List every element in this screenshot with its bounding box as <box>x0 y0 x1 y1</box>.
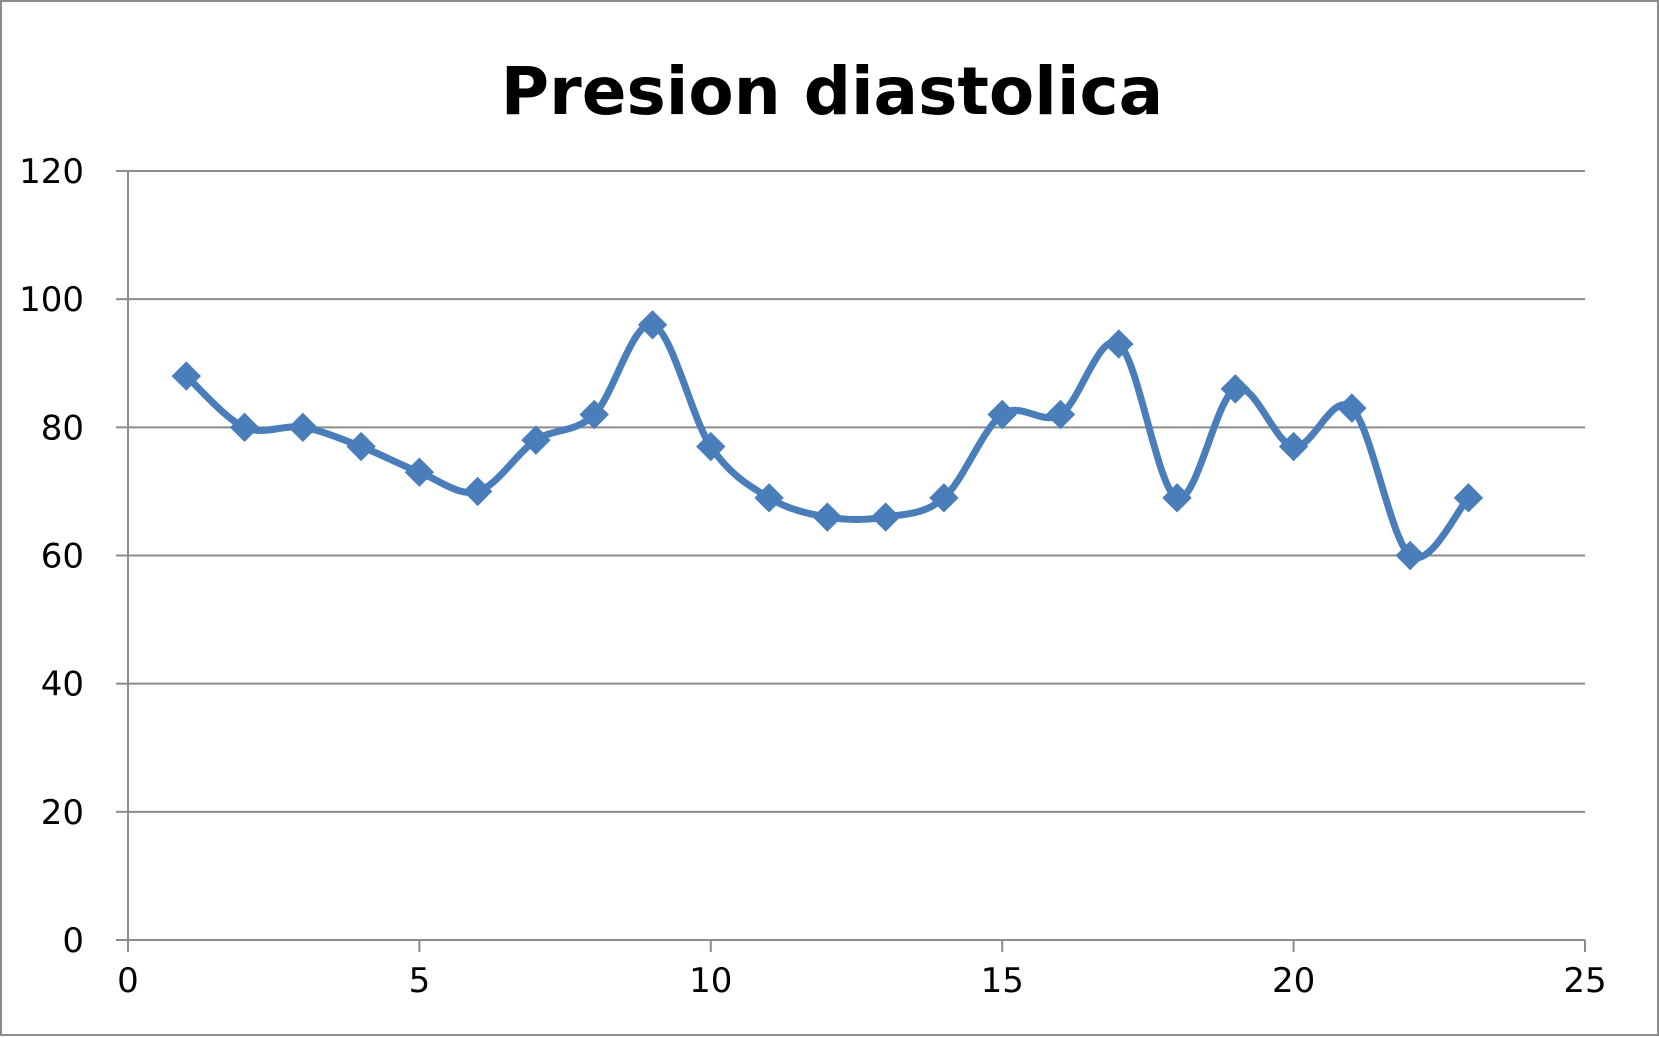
data-point-13 <box>870 502 901 532</box>
data-point-20 <box>1278 431 1309 462</box>
data-point-14 <box>929 483 959 513</box>
data-point-21 <box>1337 393 1367 423</box>
x-tick-label-10: 10 <box>689 961 732 1001</box>
x-tick-label-20: 20 <box>1272 961 1315 1001</box>
data-point-6 <box>462 476 493 507</box>
data-point-1 <box>171 361 201 391</box>
y-tick-label-80: 80 <box>41 408 84 448</box>
data-point-10 <box>696 431 726 462</box>
data-point-4 <box>346 431 376 462</box>
data-point-16 <box>1045 399 1076 430</box>
data-point-12 <box>812 502 843 532</box>
data-point-8 <box>579 399 609 430</box>
data-point-15 <box>987 399 1017 430</box>
x-tick-label-25: 25 <box>1563 961 1606 1001</box>
y-tick-label-0: 0 <box>62 921 84 961</box>
y-tick-label-120: 120 <box>19 152 84 192</box>
data-point-22 <box>1395 540 1425 571</box>
data-point-17 <box>1104 329 1134 359</box>
data-point-9 <box>637 310 668 340</box>
data-point-5 <box>404 457 435 487</box>
data-point-23 <box>1453 483 1484 513</box>
data-point-19 <box>1220 374 1251 404</box>
x-tick-label-15: 15 <box>981 961 1024 1001</box>
y-axis-ticks: 0 20 40 60 80 100 120 <box>19 152 128 961</box>
x-axis-ticks: 0 5 10 15 20 25 <box>117 940 1607 1001</box>
gridlines <box>128 170 1585 813</box>
data-point-11 <box>754 483 784 513</box>
y-tick-label-100: 100 <box>19 280 84 320</box>
chart-title: Presion diastolica <box>501 53 1163 130</box>
data-point-2 <box>229 412 260 443</box>
data-series <box>171 310 1484 571</box>
y-tick-label-60: 60 <box>41 537 84 577</box>
data-point-18 <box>1162 483 1192 513</box>
data-point-7 <box>521 425 551 455</box>
x-tick-label-0: 0 <box>117 961 139 1001</box>
y-tick-label-40: 40 <box>41 665 84 705</box>
data-point-3 <box>288 412 318 443</box>
x-tick-label-5: 5 <box>409 961 431 1001</box>
y-tick-label-20: 20 <box>41 793 84 833</box>
